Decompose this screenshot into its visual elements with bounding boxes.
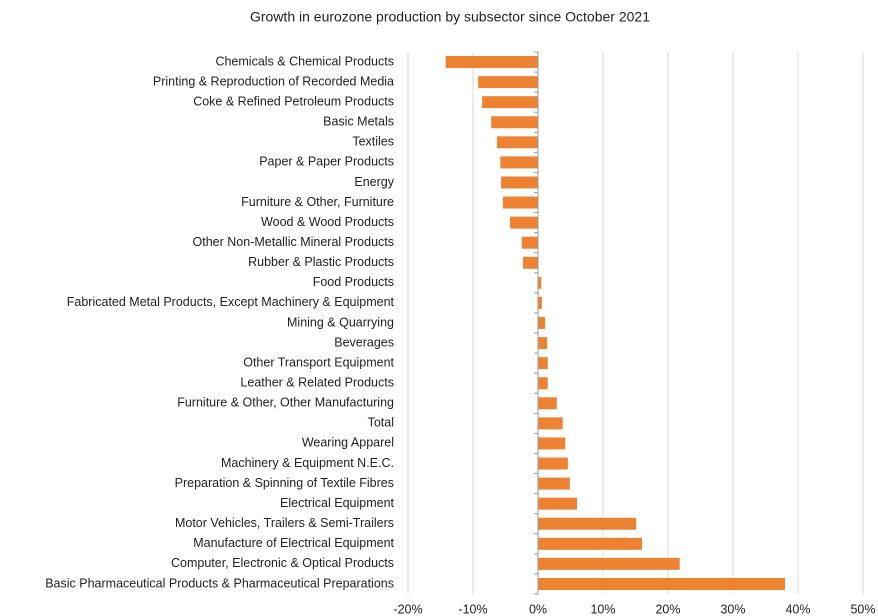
y-tick-label: Leather & Related Products [240, 376, 394, 390]
bar [538, 377, 548, 390]
y-tick-label: Total [368, 416, 394, 430]
y-tick-label: Fabricated Metal Products, Except Machin… [67, 295, 395, 309]
y-tick-label: Other Transport Equipment [243, 355, 394, 369]
y-tick-label: Mining & Quarrying [287, 315, 394, 329]
y-tick-label: Computer, Electronic & Optical Products [171, 556, 394, 570]
x-tick-label: 10% [590, 602, 615, 616]
y-tick-label: Manufacture of Electrical Equipment [193, 536, 394, 550]
bar [523, 256, 538, 269]
bar [482, 96, 538, 109]
bar [538, 537, 642, 550]
y-tick-label: Wood & Wood Products [261, 215, 394, 229]
x-tick-label: 0% [529, 602, 547, 616]
chart-title: Growth in eurozone production by subsect… [250, 9, 650, 25]
bar [538, 296, 542, 309]
bar [497, 136, 538, 149]
bar [538, 317, 546, 329]
y-tick-label: Energy [354, 175, 394, 189]
bar [500, 176, 538, 189]
bar [538, 577, 785, 590]
y-tick-label: Machinery & Equipment N.E.C. [221, 456, 394, 470]
bar [491, 116, 538, 129]
bar [538, 437, 566, 450]
y-tick-label: Other Non-Metallic Mineral Products [193, 235, 394, 249]
bar [538, 517, 637, 530]
bar [538, 497, 577, 510]
y-tick-label: Chemicals & Chemical Products [215, 54, 394, 68]
bar [538, 357, 548, 370]
y-tick-label: Wearing Apparel [302, 436, 394, 450]
bar [510, 216, 538, 229]
y-tick-label: Electrical Equipment [280, 496, 394, 510]
bar [538, 557, 680, 570]
bar [538, 477, 570, 490]
bar [478, 76, 538, 89]
y-tick-label: Motor Vehicles, Trailers & Semi-Trailers [175, 516, 394, 530]
x-tick-label: 40% [785, 602, 810, 616]
x-tick-label: 20% [655, 602, 680, 616]
bar [500, 156, 538, 169]
bar [521, 236, 538, 249]
bar [502, 196, 538, 209]
y-tick-label: Furniture & Other, Other Manufacturing [177, 396, 394, 410]
bar [538, 417, 563, 430]
x-tick-label: 50% [850, 602, 875, 616]
y-tick-label: Beverages [334, 335, 394, 349]
y-tick-label: Furniture & Other, Furniture [241, 195, 394, 209]
bar [538, 337, 548, 350]
bar [538, 276, 542, 289]
bar [538, 397, 557, 410]
x-tick-label: -20% [393, 602, 422, 616]
bar [538, 457, 568, 470]
y-tick-label: Basic Pharmaceutical Products & Pharmace… [45, 576, 394, 590]
y-tick-label: Food Products [313, 275, 394, 289]
y-tick-label: Rubber & Plastic Products [248, 255, 394, 269]
y-tick-label: Preparation & Spinning of Textile Fibres [175, 476, 394, 490]
y-tick-label: Textiles [352, 135, 394, 149]
x-tick-label: -10% [458, 602, 487, 616]
y-tick-label: Coke & Refined Petroleum Products [193, 94, 394, 108]
y-tick-label: Paper & Paper Products [259, 155, 394, 169]
y-tick-label: Basic Metals [323, 115, 394, 129]
bar [445, 56, 538, 69]
y-tick-label: Printing & Reproduction of Recorded Medi… [153, 74, 394, 88]
x-tick-label: 30% [720, 602, 745, 616]
